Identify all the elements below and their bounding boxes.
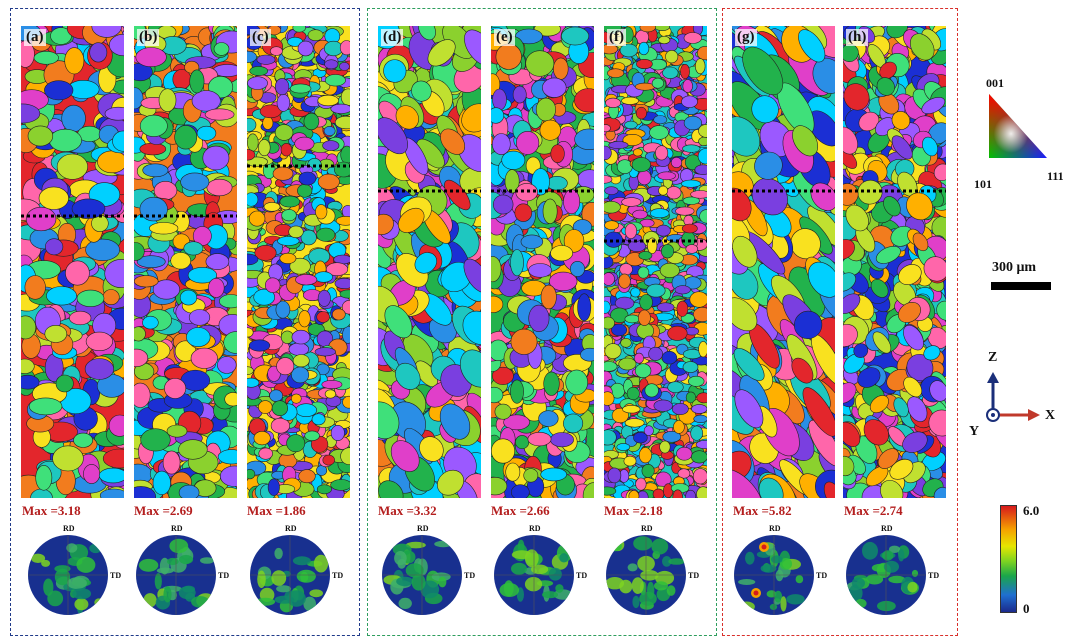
scale-bar-label: 300 μm <box>992 260 1037 275</box>
max-label-d: Max =3.32 <box>378 503 437 518</box>
ebsd-map-c: (c) <box>247 26 350 498</box>
td-label: TD <box>928 571 940 580</box>
ipf-color-key <box>989 94 1047 158</box>
pole-figure-a <box>28 535 108 615</box>
td-label: TD <box>218 571 230 580</box>
axis-label-y: Y <box>969 424 980 439</box>
ipf-label-001: 001 <box>986 76 1004 90</box>
max-label-h: Max =2.74 <box>844 503 903 518</box>
ebsd-map-f: (f) <box>604 26 707 498</box>
group-box-2 <box>367 8 717 636</box>
panel-label: (e) <box>494 29 515 46</box>
td-label: TD <box>688 571 700 580</box>
scale-bar <box>991 282 1051 290</box>
max-label-e: Max =2.66 <box>491 503 550 518</box>
max-label-a: Max =3.18 <box>22 503 81 518</box>
axis-label-z: Z <box>988 350 998 365</box>
pole-figure-e <box>494 535 574 615</box>
rd-label: RD <box>171 524 183 533</box>
rd-label: RD <box>881 524 893 533</box>
ebsd-map-e: (e) <box>491 26 594 498</box>
panel-label: (a) <box>24 29 46 46</box>
color-bar-min-label: 0 <box>1023 601 1030 616</box>
panel-label: (h) <box>846 29 869 46</box>
pole-figure-b <box>136 535 216 615</box>
color-bar-max-label: 6.0 <box>1023 503 1040 518</box>
max-label-c: Max =1.86 <box>247 503 306 518</box>
ebsd-map-h: (h) <box>843 26 946 498</box>
rd-label: RD <box>63 524 75 533</box>
axis-label-x: X <box>1045 408 1056 423</box>
ipf-label-101: 101 <box>974 177 992 191</box>
td-label: TD <box>816 571 828 580</box>
td-label: TD <box>464 571 476 580</box>
ipf-label-111: 111 <box>1047 169 1064 183</box>
panel-label: (b) <box>137 29 160 46</box>
panel-label: (f) <box>607 29 626 46</box>
pole-figure-h <box>846 535 926 615</box>
rd-label: RD <box>529 524 541 533</box>
rd-label: RD <box>641 524 653 533</box>
ebsd-map-g: (g) <box>732 26 835 498</box>
ebsd-map-a: (a) <box>21 26 124 498</box>
pole-figure-g <box>734 535 814 615</box>
pole-figure-c <box>250 535 330 615</box>
max-label-f: Max =2.18 <box>604 503 663 518</box>
group-box-3 <box>722 8 958 636</box>
pole-figure-d <box>382 535 462 615</box>
rd-label: RD <box>417 524 429 533</box>
ebsd-map-d: (d) <box>378 26 481 498</box>
max-label-b: Max =2.69 <box>134 503 193 518</box>
panel-label: (g) <box>735 29 757 46</box>
rd-label: RD <box>285 524 297 533</box>
panel-label: (c) <box>250 29 271 46</box>
panel-label: (d) <box>381 29 404 46</box>
group-box-1 <box>10 8 360 636</box>
td-label: TD <box>576 571 588 580</box>
intensity-color-bar <box>1000 505 1017 613</box>
coordinate-axes-icon <box>986 372 1040 422</box>
pole-figure-f <box>606 535 686 615</box>
td-label: TD <box>110 571 122 580</box>
max-label-g: Max =5.82 <box>733 503 792 518</box>
rd-label: RD <box>769 524 781 533</box>
td-label: TD <box>332 571 344 580</box>
ebsd-map-b: (b) <box>134 26 237 498</box>
